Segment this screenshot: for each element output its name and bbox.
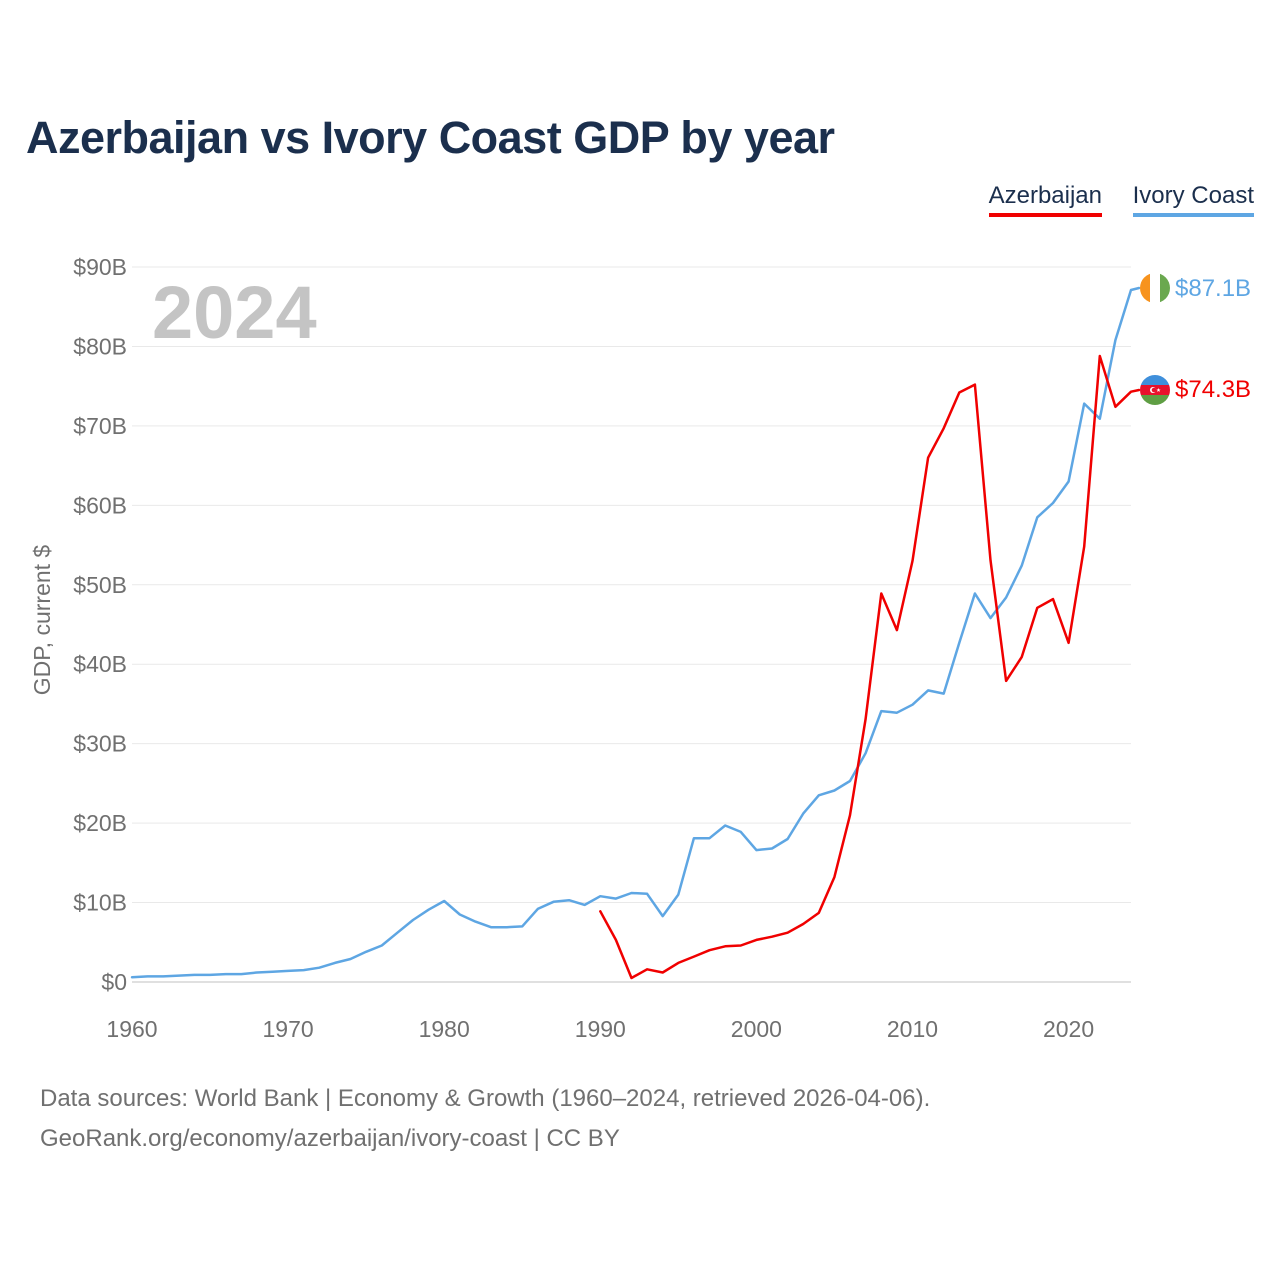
series-lines (130, 286, 1141, 980)
grid-lines (132, 266, 1131, 983)
legend-item-ivory-coast[interactable]: Ivory Coast (1132, 182, 1254, 217)
y-tick-label: $10B (73, 890, 127, 916)
legend-item-azerbaijan[interactable]: Azerbaijan (988, 182, 1102, 217)
y-tick-label: $20B (73, 810, 127, 836)
y-tick-label: $30B (73, 731, 127, 757)
azerbaijan-flag-icon (1140, 375, 1170, 405)
y-tick-label: $40B (73, 651, 127, 677)
x-tick-label: 1960 (106, 1016, 157, 1042)
series-line-azerbaijan (599, 354, 1141, 980)
series-line-ivory-coast (130, 286, 1141, 979)
y-tick-label: $70B (73, 413, 127, 439)
chart-title: Azerbaijan vs Ivory Coast GDP by year (26, 112, 835, 163)
y-tick-label: $0 (101, 969, 127, 995)
azerbaijan-end-label: $74.3B (1175, 376, 1251, 403)
ivory-coast-end-label: $87.1B (1175, 275, 1251, 302)
y-tick-label: $50B (73, 572, 127, 598)
x-tick-label: 1970 (263, 1016, 314, 1042)
year-watermark: 2024 (152, 271, 317, 354)
y-tick-label: $90B (73, 254, 127, 280)
y-tick-label: $80B (73, 333, 127, 359)
x-tick-label: 2010 (887, 1016, 938, 1042)
end-markers: $87.1B $74.3B (1140, 273, 1251, 405)
source-text: Data sources: World Bank | Economy & Gro… (40, 1085, 931, 1112)
x-axis-tick-labels: 1960 1970 1980 1990 2000 2010 2020 (106, 1016, 1094, 1042)
x-tick-label: 1980 (419, 1016, 470, 1042)
x-tick-label: 2020 (1043, 1016, 1094, 1042)
source-link-text: GeoRank.org/economy/azerbaijan/ivory-coa… (40, 1125, 620, 1152)
x-tick-label: 1990 (575, 1016, 626, 1042)
y-tick-label: $60B (73, 492, 127, 518)
y-axis-label: GDP, current $ (29, 545, 55, 696)
x-tick-label: 2000 (731, 1016, 782, 1042)
ivory-coast-flag-icon (1140, 273, 1170, 303)
y-axis-tick-labels: $0 $10B $20B $30B $40B $50B $60B $70B $80B $90B (73, 254, 127, 995)
